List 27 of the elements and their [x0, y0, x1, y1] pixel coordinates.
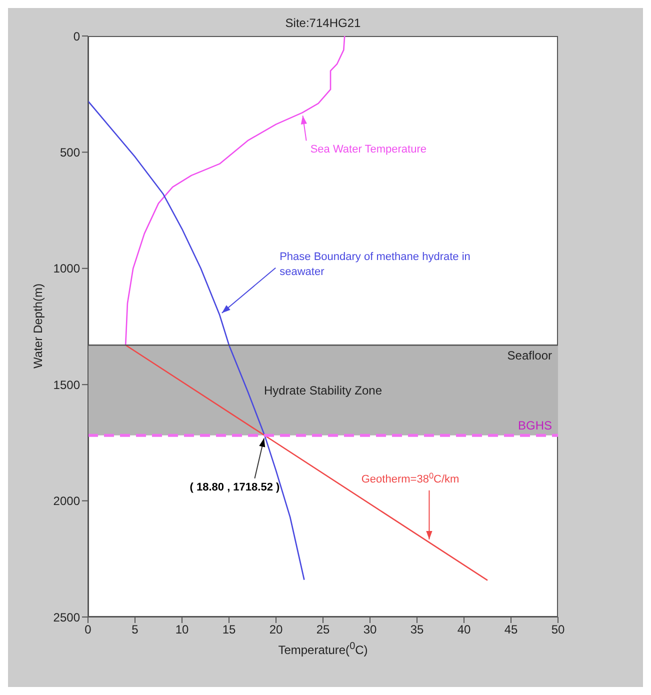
x-tick-label: 10	[175, 622, 189, 637]
x-tick-label: 50	[551, 622, 565, 637]
y-tick-label: 1500	[53, 378, 80, 392]
band-label: Hydrate Stability Zone	[264, 384, 382, 398]
y-tick-label: 2000	[53, 494, 80, 508]
y-tick-label: 500	[60, 145, 80, 160]
x-axis-title: Temperature($^{0}$C)	[277, 641, 369, 657]
chart-title: Site:714HG21	[284, 16, 362, 30]
annotation: Phase Boundary of methane hydrate in seawater	[280, 250, 470, 278]
x-tick-label: 25	[316, 622, 330, 637]
y-tick-label: 2500	[53, 610, 80, 624]
x-tick-label: 20	[269, 622, 283, 637]
y-tick-label: 0	[73, 29, 80, 44]
annotation: Geotherm=38$^{0}$C/km	[361, 470, 460, 486]
x-tick-label: 0	[84, 622, 92, 637]
x-tick-label: 5	[132, 622, 139, 637]
x-tick-label: 30	[363, 622, 377, 637]
x-tick-label: 45	[504, 622, 518, 637]
ref-line-label: Seafloor	[507, 348, 552, 363]
annotation: ( 18.80 , 1718.52 )	[190, 481, 280, 494]
ref-line-label: BGHS	[518, 418, 552, 432]
y-tick-label: 1000	[53, 262, 80, 276]
x-tick-label: 40	[457, 622, 471, 637]
x-tick-label: 35	[410, 622, 424, 637]
annotation: Sea Water Temperature	[310, 144, 426, 156]
y-axis-title: Water Depth(m)	[31, 282, 45, 370]
x-tick-label: 15	[222, 622, 236, 637]
